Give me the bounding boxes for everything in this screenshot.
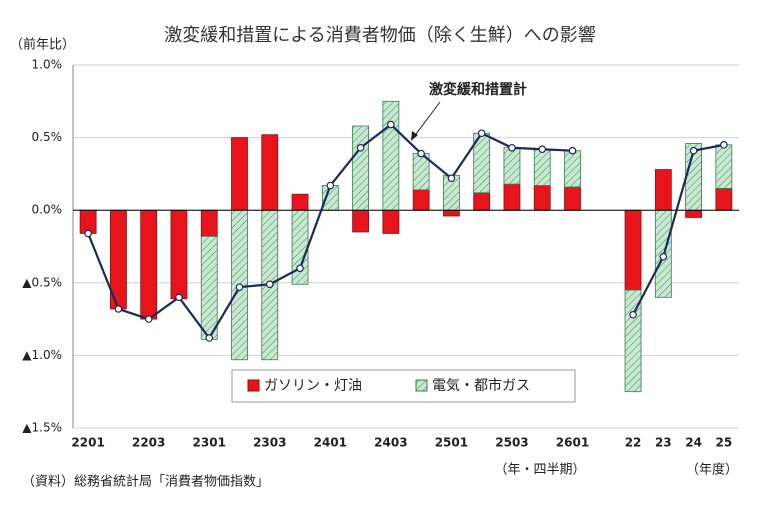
bar bbox=[715, 188, 733, 211]
bar bbox=[382, 100, 400, 211]
line-marker bbox=[417, 149, 425, 158]
x-tick-label: 25 bbox=[716, 436, 733, 450]
y-tick-label: 0.5% bbox=[32, 130, 63, 144]
legend-box bbox=[231, 369, 576, 403]
y-tick-label: 0.0% bbox=[32, 203, 63, 217]
legend-swatch bbox=[247, 379, 260, 392]
source-note: （資料）総務省統計局「消費者物価指数」 bbox=[22, 474, 269, 490]
line-marker bbox=[356, 143, 365, 152]
bar bbox=[261, 134, 279, 211]
line-marker bbox=[114, 305, 123, 313]
line-marker bbox=[175, 293, 183, 302]
y-tick-label: ▲0.5% bbox=[22, 275, 62, 289]
bar bbox=[533, 148, 551, 186]
line-marker bbox=[477, 129, 486, 138]
line-marker bbox=[447, 174, 456, 183]
bar bbox=[624, 289, 642, 393]
x-tick-label: 2303 bbox=[253, 436, 286, 450]
x-note: （年・四半期） bbox=[494, 463, 585, 478]
x-note: （年度） bbox=[686, 462, 738, 478]
line-marker bbox=[235, 283, 244, 291]
x-tick-label: 24 bbox=[685, 436, 702, 450]
x-tick-label: 23 bbox=[655, 436, 672, 450]
line-marker bbox=[659, 252, 668, 261]
y-tick-label: 1.0% bbox=[32, 58, 63, 72]
y-tick-label: ▲1.5% bbox=[22, 421, 62, 435]
bar bbox=[291, 209, 309, 285]
line-marker bbox=[387, 120, 395, 129]
line-marker bbox=[538, 145, 547, 154]
bar bbox=[564, 186, 581, 211]
x-tick-label: 2301 bbox=[193, 436, 226, 450]
annotation: 激変緩和措置計 bbox=[429, 81, 527, 98]
x-tick-label: 2403 bbox=[374, 436, 407, 450]
bar bbox=[170, 209, 188, 300]
x-tick-label: 2501 bbox=[435, 436, 468, 450]
bar bbox=[291, 193, 309, 211]
bar bbox=[533, 185, 551, 211]
x-tick-label: 2601 bbox=[556, 436, 589, 450]
bar bbox=[200, 209, 218, 237]
line bbox=[87, 123, 573, 340]
x-tick-label: 22 bbox=[625, 436, 642, 450]
bar bbox=[200, 235, 218, 340]
bar bbox=[624, 209, 642, 291]
line-marker bbox=[568, 146, 577, 155]
line-marker bbox=[265, 280, 274, 289]
line-marker bbox=[326, 181, 335, 190]
bar bbox=[503, 147, 521, 185]
line bbox=[632, 143, 725, 316]
bar bbox=[473, 192, 491, 211]
bar bbox=[715, 144, 733, 189]
y-tick-label: ▲1.0% bbox=[22, 348, 62, 362]
line-marker bbox=[205, 334, 214, 342]
line-marker bbox=[144, 315, 153, 323]
bar bbox=[443, 209, 460, 217]
x-tick-label: 2401 bbox=[314, 436, 347, 450]
bar bbox=[503, 183, 521, 211]
legend-label: 電気・都市ガス bbox=[432, 377, 530, 394]
bar bbox=[382, 209, 400, 234]
bar bbox=[352, 125, 369, 211]
bar bbox=[685, 209, 702, 218]
x-tick-label: 2203 bbox=[132, 436, 165, 450]
bar bbox=[352, 209, 369, 233]
annotation-arrowhead bbox=[411, 131, 418, 141]
x-tick-label: 2503 bbox=[495, 436, 528, 450]
line-marker bbox=[296, 264, 304, 273]
line-marker bbox=[84, 229, 92, 238]
line-marker bbox=[508, 143, 516, 152]
bar bbox=[231, 137, 248, 211]
annotation-arrow bbox=[412, 101, 441, 139]
legend-label: ガソリン・灯油 bbox=[264, 378, 362, 394]
chart-title: 激変緩和措置による消費者物価（除く生鮮）への影響 bbox=[164, 25, 595, 46]
x-tick-label: 2201 bbox=[71, 436, 104, 450]
bar bbox=[140, 209, 158, 320]
line-marker bbox=[720, 141, 728, 149]
y-axis-label: （前年比） bbox=[10, 37, 75, 53]
bar bbox=[564, 150, 581, 188]
bar bbox=[412, 189, 430, 211]
bar bbox=[654, 169, 672, 211]
legend-swatch bbox=[415, 379, 428, 392]
line-marker bbox=[629, 310, 637, 319]
line-marker bbox=[689, 146, 698, 155]
